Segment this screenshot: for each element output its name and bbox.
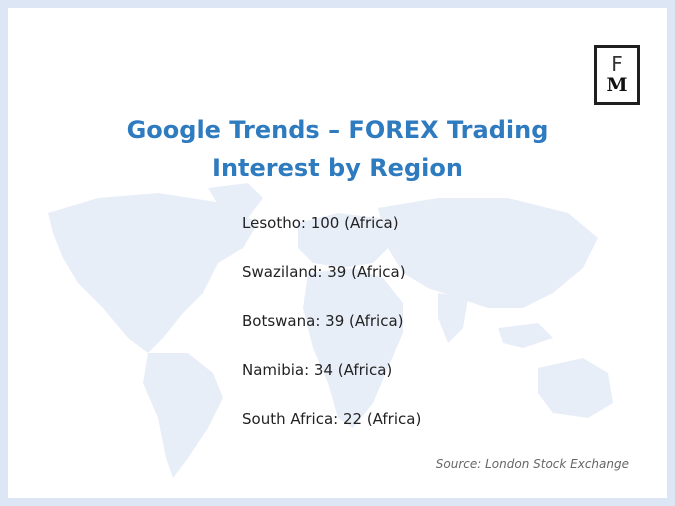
- region-list: Lesotho: 100 (Africa) Swaziland: 39 (Afr…: [242, 212, 421, 457]
- logo-letter-f: F: [611, 52, 623, 76]
- region-item-botswana: Botswana: 39 (Africa): [242, 312, 404, 330]
- logo-letter-m: M: [606, 74, 628, 96]
- title-line-2: Interest by Region: [212, 154, 463, 182]
- source-note: Source: London Stock Exchange: [435, 457, 629, 471]
- region-item-swaziland: Swaziland: 39 (Africa): [242, 263, 406, 281]
- region-item-south-africa: South Africa: 22 (Africa): [242, 410, 422, 428]
- infographic-card: F M Google Trends – FOREX Trading Intere…: [8, 8, 667, 498]
- title-line-1: Google Trends – FOREX Trading: [126, 116, 549, 144]
- world-map-background: [48, 183, 613, 478]
- page-title: Google Trends – FOREX Trading Interest b…: [8, 111, 667, 187]
- fm-logo: F M: [594, 45, 640, 105]
- region-item-namibia: Namibia: 34 (Africa): [242, 361, 393, 379]
- region-item-lesotho: Lesotho: 100 (Africa): [242, 214, 399, 232]
